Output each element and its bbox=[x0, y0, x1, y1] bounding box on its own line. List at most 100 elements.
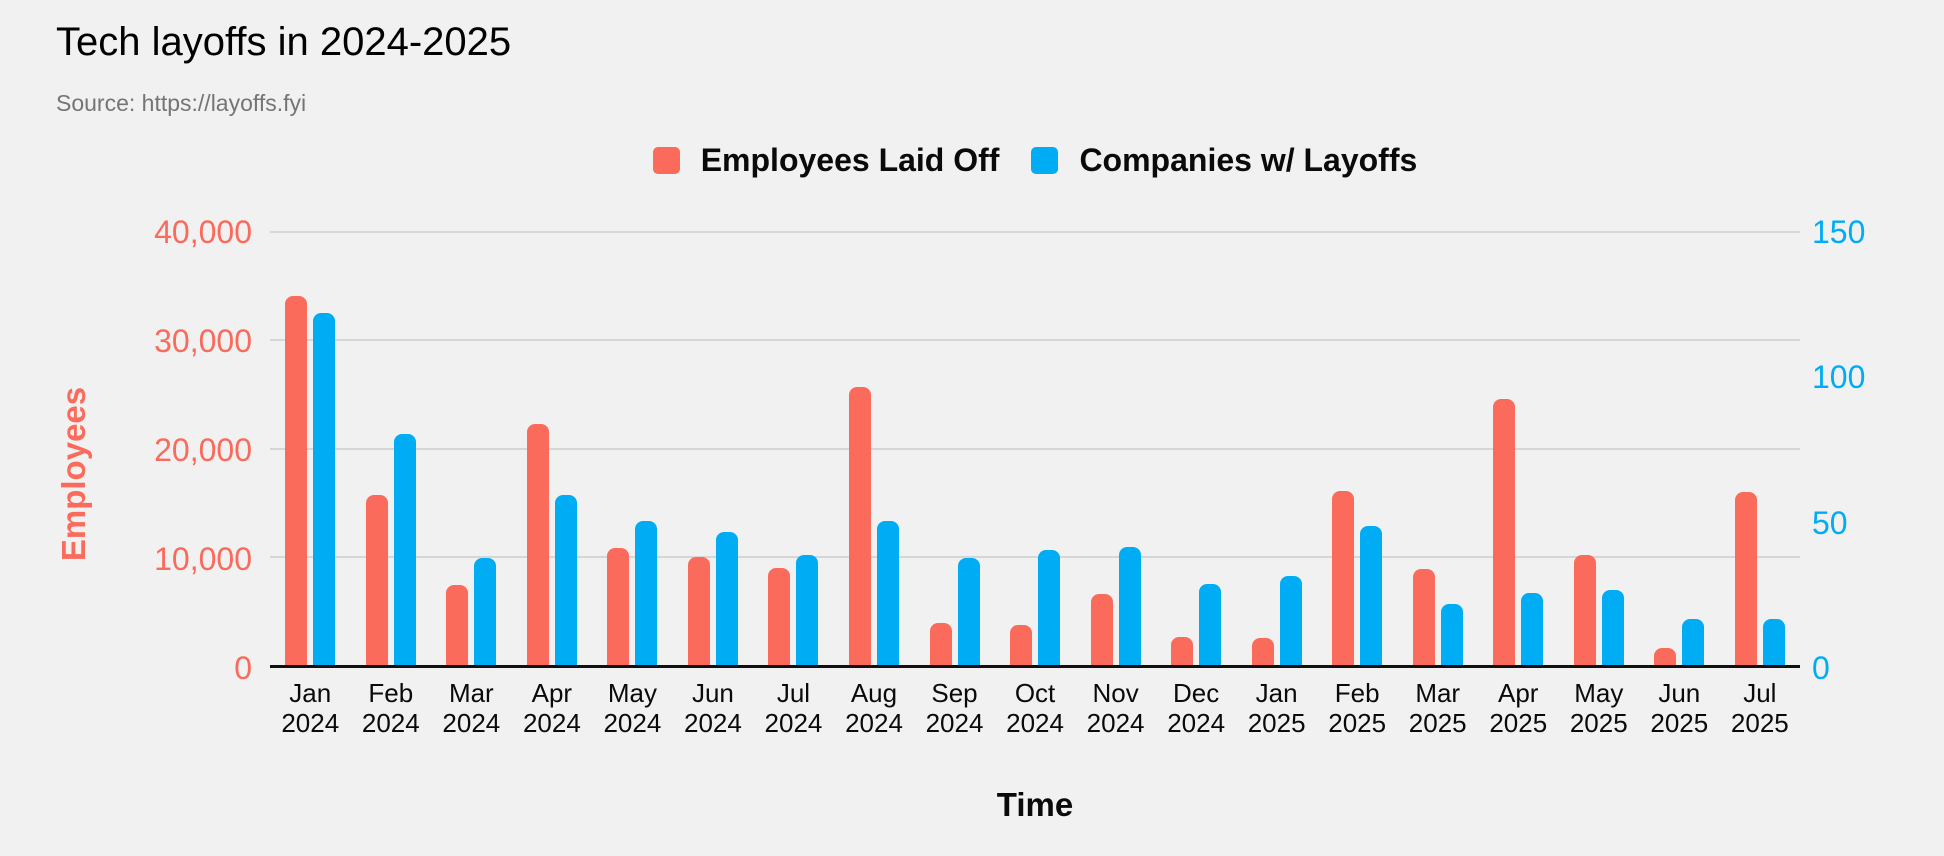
right-axis-tick: 150 bbox=[1812, 214, 1866, 250]
bar-companies bbox=[1199, 584, 1222, 665]
bar-group-apr-2025: Apr 2025 bbox=[1478, 232, 1559, 738]
legend-swatch-companies bbox=[1031, 147, 1059, 174]
bar-group-jan-2025: Jan 2025 bbox=[1236, 232, 1317, 738]
gridline bbox=[270, 447, 1800, 450]
bar-companies bbox=[1440, 604, 1463, 665]
right-axis-tick: 0 bbox=[1812, 650, 1830, 686]
x-tick-label: Jun 2024 bbox=[684, 678, 742, 739]
x-tick-label: Jul 2024 bbox=[764, 678, 823, 739]
page-title: Tech layoffs in 2024-2025 bbox=[56, 20, 512, 64]
right-axis-tick: 100 bbox=[1812, 359, 1866, 396]
bar-companies bbox=[1762, 618, 1785, 665]
legend-item-companies: Companies w/ Layoffs bbox=[1031, 142, 1417, 179]
x-tick-label: Aug 2024 bbox=[845, 678, 903, 739]
x-tick-label: Jan 2025 bbox=[1247, 678, 1306, 739]
gridline bbox=[270, 555, 1800, 558]
x-tick-label: Sep 2024 bbox=[925, 678, 984, 739]
x-tick-label: Apr 2024 bbox=[522, 678, 581, 739]
bar-companies bbox=[715, 532, 738, 665]
legend-label-employees: Employees Laid Off bbox=[700, 142, 1000, 178]
bar-employees bbox=[768, 567, 791, 665]
bar-employees bbox=[1412, 568, 1435, 665]
left-axis-tick: 0 bbox=[234, 650, 252, 686]
x-tick-label: Feb 2024 bbox=[361, 678, 420, 739]
bar-companies bbox=[635, 520, 658, 665]
bar-companies bbox=[1038, 549, 1061, 665]
legend-swatch-employees bbox=[652, 147, 680, 174]
bar-employees bbox=[1251, 637, 1274, 665]
bar-group-apr-2024: Apr 2024 bbox=[512, 232, 593, 738]
x-tick-label: Jul 2025 bbox=[1730, 678, 1789, 739]
bar-companies bbox=[1682, 618, 1705, 665]
bar-companies bbox=[393, 434, 416, 665]
bar-group-dec-2024: Dec 2024 bbox=[1156, 232, 1237, 738]
gridline bbox=[270, 231, 1800, 233]
bar-companies bbox=[796, 555, 819, 665]
bar-group-jan-2024: Jan 2024 bbox=[270, 232, 351, 738]
x-tick-label: Oct 2024 bbox=[1006, 678, 1064, 739]
bar-employees bbox=[1010, 624, 1033, 665]
bar-group-jun-2024: Jun 2024 bbox=[673, 232, 754, 738]
legend: Employees Laid Off Companies w/ Layoffs bbox=[270, 142, 1800, 179]
x-tick-label: Feb 2025 bbox=[1328, 678, 1387, 739]
legend-item-employees: Employees Laid Off bbox=[652, 142, 1000, 179]
bar-group-mar-2025: Mar 2025 bbox=[1397, 232, 1478, 738]
bar-companies bbox=[554, 494, 577, 665]
bar-employees bbox=[1332, 490, 1355, 665]
left-axis-ticks: 0 10,000 20,000 30,000 40,000 bbox=[0, 216, 252, 684]
bar-group-oct-2024: Oct 2024 bbox=[995, 232, 1076, 738]
bar-companies bbox=[1279, 575, 1302, 665]
left-axis-tick: 30,000 bbox=[154, 323, 252, 359]
left-axis-tick: 20,000 bbox=[154, 432, 252, 468]
right-axis-tick: 50 bbox=[1812, 504, 1848, 541]
plot-area: Jan 2024 Feb 2024 Mar 2024 Apr 2024 May 2024 Jun 20… bbox=[270, 231, 1801, 738]
bar-group-sep-2024: Sep 2024 bbox=[914, 232, 995, 738]
bar-employees bbox=[526, 423, 549, 665]
bar-employees bbox=[848, 386, 871, 665]
bar-group-feb-2024: Feb 2024 bbox=[351, 232, 432, 738]
bar-group-nov-2024: Nov 2024 bbox=[1075, 232, 1156, 738]
bar-employees bbox=[1734, 491, 1757, 665]
bar-employees bbox=[687, 556, 710, 665]
bar-companies bbox=[1118, 546, 1141, 665]
bar-employees bbox=[607, 548, 630, 665]
x-tick-label: May 2025 bbox=[1569, 678, 1628, 739]
bar-group-aug-2024: Aug 2024 bbox=[834, 232, 915, 738]
bar-employees bbox=[1654, 647, 1677, 665]
bar-employees bbox=[446, 584, 469, 665]
bars-row: Jan 2024 Feb 2024 Mar 2024 Apr 2024 May 2024 Jun 20… bbox=[270, 232, 1801, 738]
x-tick-label: Mar 2025 bbox=[1408, 678, 1467, 739]
x-tick-label: Dec 2024 bbox=[1167, 678, 1226, 739]
bar-companies bbox=[957, 558, 980, 665]
bar-companies bbox=[876, 520, 899, 665]
bar-companies bbox=[474, 558, 497, 665]
left-axis-tick: 40,000 bbox=[154, 214, 252, 250]
x-axis-title: Time bbox=[996, 786, 1074, 823]
x-tick-label: May 2024 bbox=[603, 678, 662, 739]
left-axis-tick: 10,000 bbox=[154, 541, 252, 577]
bar-group-jul-2025: Jul 2025 bbox=[1720, 232, 1801, 738]
bar-group-may-2024: May 2024 bbox=[592, 232, 673, 738]
bar-group-feb-2025: Feb 2025 bbox=[1317, 232, 1398, 738]
x-tick-label: Apr 2025 bbox=[1489, 678, 1548, 739]
source-note: Source: https://layoffs.fyi bbox=[56, 90, 307, 116]
gridline bbox=[270, 339, 1800, 342]
bar-companies bbox=[313, 312, 336, 665]
bar-employees bbox=[929, 622, 952, 665]
x-tick-label: Jun 2025 bbox=[1650, 678, 1709, 739]
bar-companies bbox=[1360, 526, 1383, 665]
bar-companies bbox=[1601, 589, 1624, 665]
bar-employees bbox=[1090, 593, 1113, 665]
bar-employees bbox=[285, 295, 308, 665]
x-tick-label: Nov 2024 bbox=[1086, 678, 1145, 739]
bar-group-jul-2024: Jul 2024 bbox=[753, 232, 834, 738]
bar-group-mar-2024: Mar 2024 bbox=[431, 232, 512, 738]
bar-group-jun-2025: Jun 2025 bbox=[1639, 232, 1720, 738]
x-tick-label: Mar 2024 bbox=[442, 678, 501, 739]
bar-employees bbox=[1171, 636, 1194, 665]
right-axis-ticks: 0 50 100 150 bbox=[1812, 216, 1932, 684]
bar-employees bbox=[1573, 554, 1596, 665]
bar-companies bbox=[1521, 592, 1544, 665]
bar-employees bbox=[1493, 398, 1516, 665]
